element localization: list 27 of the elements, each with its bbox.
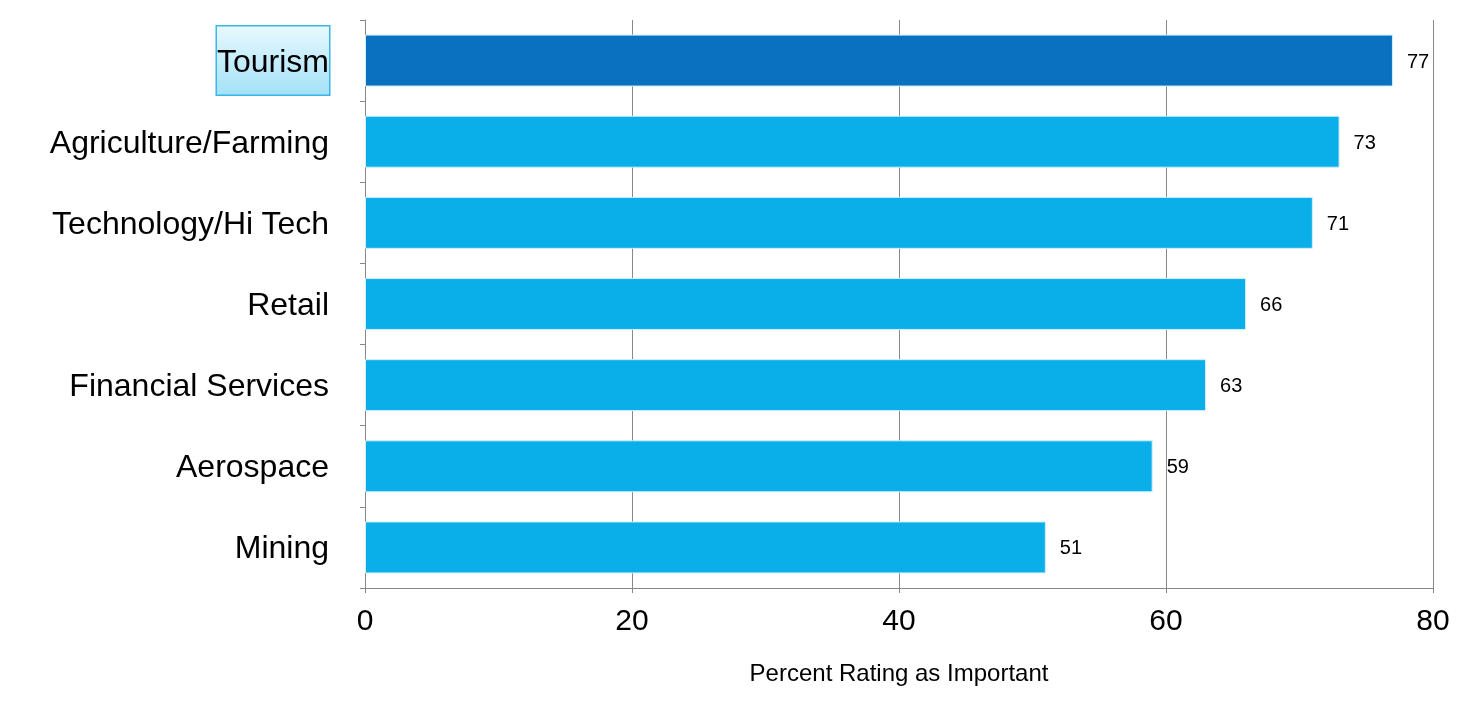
x-tick-label: 0 (356, 602, 374, 636)
x-tick-label: 60 (1149, 602, 1183, 636)
y-tick-label: Tourism (216, 42, 329, 79)
y-tick-label: Mining (234, 529, 329, 566)
y-tick-label: Financial Services (69, 367, 329, 404)
bar (365, 440, 1153, 493)
y-tick-label: Aerospace (176, 448, 329, 485)
bar (365, 521, 1046, 574)
x-tick-label: 40 (882, 602, 916, 636)
y-tick-label: Agriculture/Farming (49, 123, 329, 160)
x-axis-title: Percent Rating as Important (749, 658, 1049, 686)
data-label: 77 (1406, 49, 1430, 72)
data-label: 59 (1166, 455, 1189, 478)
x-tick-label: 80 (1416, 602, 1450, 636)
bar (365, 359, 1207, 412)
data-label: 73 (1353, 130, 1376, 153)
data-label: 63 (1220, 374, 1243, 397)
y-tick-label: Retail (247, 286, 329, 322)
data-label: 51 (1059, 536, 1083, 559)
x-tick-label: 20 (615, 602, 649, 636)
y-tick-label: Technology/Hi Tech (52, 204, 329, 241)
bar (365, 34, 1393, 87)
data-label: 71 (1326, 211, 1350, 234)
data-label: 66 (1260, 293, 1283, 315)
bar (365, 196, 1313, 249)
bar (365, 278, 1247, 330)
bar (365, 115, 1340, 168)
